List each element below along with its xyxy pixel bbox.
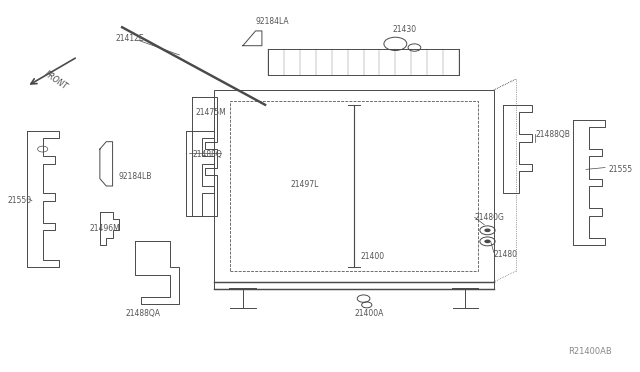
Text: 21475M: 21475M xyxy=(195,108,226,117)
Text: R21400AB: R21400AB xyxy=(568,347,611,356)
Text: 21412E: 21412E xyxy=(116,34,145,43)
Text: 21480G: 21480G xyxy=(475,213,505,222)
Text: 21488QB: 21488QB xyxy=(535,130,570,139)
Circle shape xyxy=(484,228,491,232)
Text: 21550: 21550 xyxy=(8,196,32,205)
Circle shape xyxy=(484,240,491,243)
Text: 92184LA: 92184LA xyxy=(255,17,289,26)
Text: 21430: 21430 xyxy=(392,25,416,33)
Text: 21555: 21555 xyxy=(608,165,632,174)
Text: 21488QA: 21488QA xyxy=(125,309,160,318)
Text: FRONT: FRONT xyxy=(43,70,69,92)
Text: 92184LB: 92184LB xyxy=(119,172,152,181)
Text: 21496M: 21496M xyxy=(89,224,120,233)
Text: 21497L: 21497L xyxy=(291,180,319,189)
Text: 21400: 21400 xyxy=(360,251,385,261)
Text: 21400A: 21400A xyxy=(354,309,383,318)
Text: 21480: 21480 xyxy=(494,250,518,259)
Text: 21488Q: 21488Q xyxy=(192,150,222,159)
